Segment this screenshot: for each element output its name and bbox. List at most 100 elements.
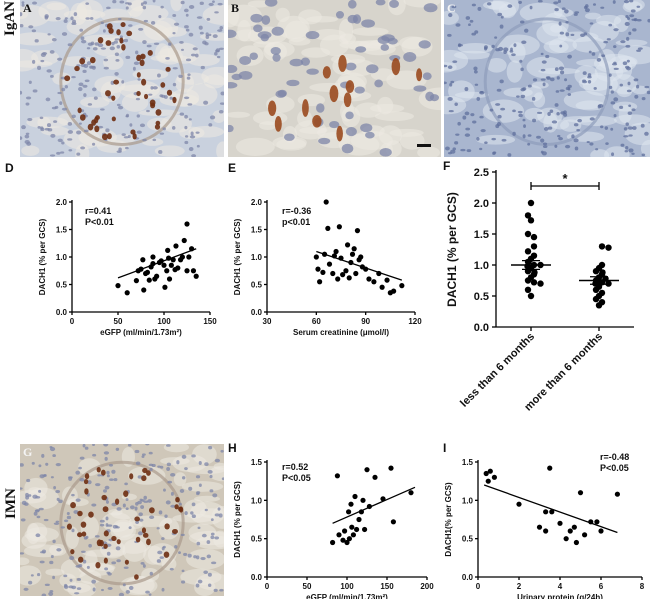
hematoxylin-nucleus	[184, 135, 189, 138]
hematoxylin-nucleus	[620, 143, 625, 147]
hematoxylin-nucleus	[187, 553, 192, 558]
hematoxylin-nucleus	[625, 44, 631, 48]
tissue-lumen	[213, 462, 224, 470]
data-point	[524, 286, 532, 293]
hematoxylin-nucleus	[624, 150, 629, 153]
hematoxylin-nucleus	[589, 117, 595, 121]
hematoxylin-nucleus	[23, 587, 29, 591]
data-point	[184, 221, 190, 227]
y-axis-title: DACH1 (% per GCS)	[233, 481, 242, 558]
x-tick-label: 0	[70, 317, 75, 326]
hematoxylin-nucleus	[63, 19, 68, 24]
hematoxylin-nucleus	[53, 485, 57, 490]
hematoxylin-nucleus	[82, 84, 88, 88]
hematoxylin-nucleus	[557, 134, 561, 138]
hematoxylin-nucleus	[60, 526, 66, 529]
hematoxylin-nucleus	[646, 90, 650, 95]
hematoxylin-nucleus	[26, 478, 31, 483]
hematoxylin-nucleus	[78, 82, 84, 87]
hematoxylin-nucleus	[115, 447, 120, 451]
dach1-positive-nucleus	[175, 497, 180, 503]
hematoxylin-nucleus	[121, 133, 126, 137]
tissue-lumen	[176, 72, 210, 85]
hematoxylin-nucleus	[422, 72, 432, 81]
hematoxylin-nucleus	[606, 38, 611, 41]
hematoxylin-nucleus	[134, 506, 138, 511]
tissue-lumen	[125, 576, 155, 595]
stat-annotation: p<0.01	[282, 217, 310, 227]
hematoxylin-nucleus	[483, 45, 488, 50]
hematoxylin-nucleus	[25, 132, 30, 136]
y-tick-label: 0.0	[251, 573, 263, 582]
dach1-positive-nucleus	[79, 114, 86, 121]
hematoxylin-nucleus	[161, 587, 165, 592]
hematoxylin-nucleus	[53, 120, 58, 123]
data-point	[360, 497, 366, 503]
hematoxylin-nucleus	[63, 519, 69, 523]
hematoxylin-nucleus	[78, 87, 83, 92]
hematoxylin-nucleus	[558, 137, 563, 141]
hematoxylin-nucleus	[584, 8, 590, 13]
dach1-positive-nucleus	[126, 30, 133, 37]
data-point	[567, 528, 573, 534]
tissue-lumen	[572, 36, 606, 53]
hematoxylin-nucleus	[221, 477, 224, 481]
tissue-lumen	[20, 565, 42, 586]
hematoxylin-nucleus	[108, 463, 114, 467]
hematoxylin-nucleus	[520, 67, 524, 72]
dach1-positive-nucleus	[146, 470, 151, 476]
data-point	[527, 292, 535, 300]
hematoxylin-nucleus	[628, 31, 632, 36]
hematoxylin-nucleus	[527, 142, 531, 146]
hematoxylin-nucleus	[136, 130, 142, 134]
hematoxylin-nucleus	[148, 593, 152, 596]
dach1-positive-nucleus	[165, 66, 171, 72]
hematoxylin-nucleus	[626, 36, 630, 41]
hematoxylin-nucleus	[180, 0, 185, 5]
hematoxylin-nucleus	[125, 2, 130, 5]
micrograph-c	[444, 0, 650, 157]
hematoxylin-nucleus	[140, 562, 145, 565]
hematoxylin-nucleus	[389, 0, 399, 8]
tissue-lumen	[354, 102, 382, 118]
hematoxylin-nucleus	[625, 122, 629, 126]
data-point	[313, 254, 319, 260]
data-point	[592, 268, 600, 275]
hematoxylin-nucleus	[45, 462, 49, 466]
hematoxylin-nucleus	[112, 0, 117, 4]
hematoxylin-nucleus	[174, 544, 178, 549]
hematoxylin-nucleus	[149, 467, 153, 472]
y-axis-title: DACH1 (% per GCS)	[38, 218, 47, 295]
dach1-positive-nucleus	[141, 475, 147, 482]
hematoxylin-nucleus	[42, 474, 47, 477]
hematoxylin-nucleus	[206, 540, 211, 544]
data-point	[333, 248, 339, 255]
data-point	[346, 536, 352, 542]
hematoxylin-nucleus	[73, 12, 78, 17]
panel-label-g: G	[23, 445, 33, 459]
data-point	[331, 253, 338, 259]
hematoxylin-nucleus	[114, 38, 120, 41]
hematoxylin-nucleus	[318, 137, 331, 145]
hematoxylin-nucleus	[116, 103, 121, 107]
hematoxylin-nucleus	[565, 32, 570, 37]
hematoxylin-nucleus	[567, 54, 572, 59]
hematoxylin-nucleus	[270, 47, 281, 55]
hematoxylin-nucleus	[142, 564, 146, 568]
tissue-lumen	[622, 1, 643, 13]
hematoxylin-nucleus	[214, 11, 219, 14]
hematoxylin-nucleus	[137, 500, 142, 505]
hematoxylin-nucleus	[43, 518, 49, 522]
hematoxylin-nucleus	[181, 454, 187, 459]
data-point	[348, 501, 354, 507]
hematoxylin-nucleus	[462, 115, 467, 120]
hematoxylin-nucleus	[613, 67, 619, 71]
data-point	[530, 279, 538, 286]
hematoxylin-nucleus	[537, 0, 543, 3]
hematoxylin-nucleus	[128, 526, 132, 530]
hematoxylin-nucleus	[474, 30, 479, 34]
hematoxylin-nucleus	[78, 564, 83, 568]
hematoxylin-nucleus	[622, 61, 628, 66]
hematoxylin-nucleus	[188, 4, 195, 9]
tissue-lumen	[80, 96, 110, 108]
